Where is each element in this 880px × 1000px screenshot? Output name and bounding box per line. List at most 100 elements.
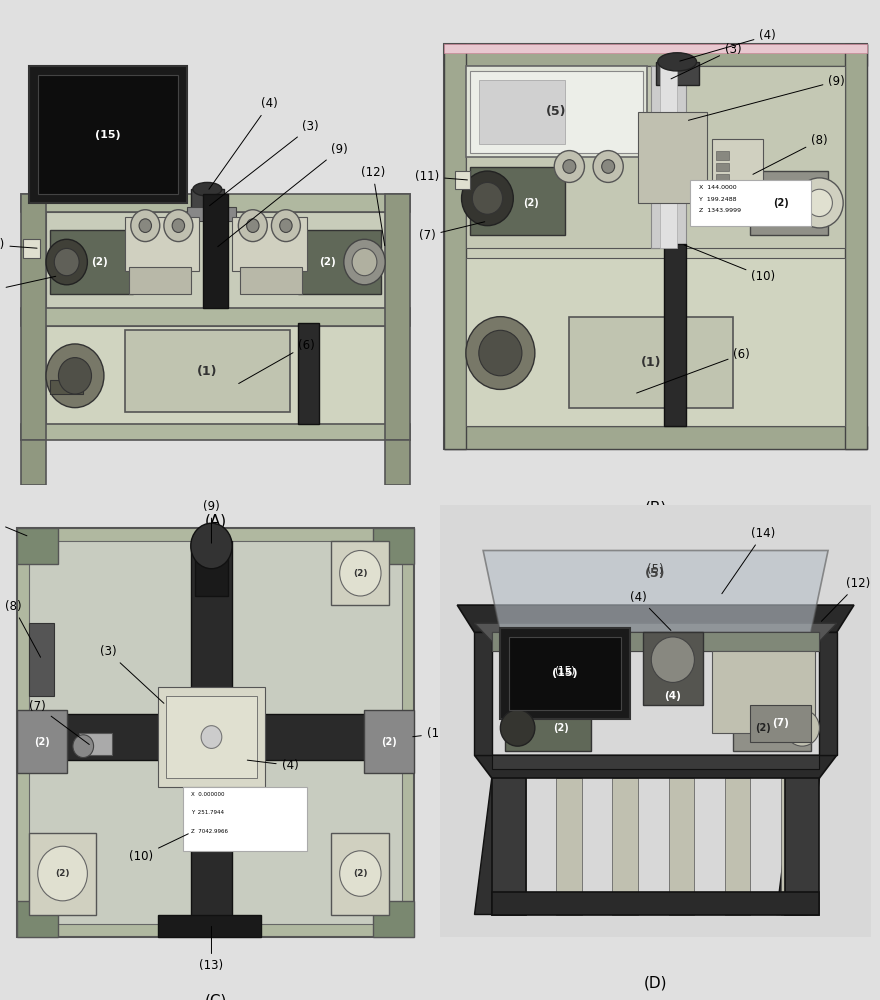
Circle shape [554, 151, 584, 182]
Text: (4): (4) [664, 691, 681, 701]
Text: (A): (A) [204, 514, 227, 529]
Text: (14): (14) [722, 527, 775, 594]
Text: (15): (15) [554, 665, 576, 675]
Text: Z  1343.9999: Z 1343.9999 [699, 208, 741, 213]
Text: (6): (6) [636, 348, 751, 393]
Circle shape [479, 330, 522, 376]
Bar [716, 151, 729, 160]
Bar [509, 637, 621, 710]
Bar [453, 53, 858, 440]
Text: (7): (7) [29, 700, 89, 744]
Bar [479, 80, 565, 144]
Bar [166, 696, 257, 778]
Text: (7): (7) [0, 276, 55, 297]
Bar [21, 194, 46, 440]
Bar [50, 230, 133, 294]
Bar [240, 267, 303, 294]
Circle shape [131, 210, 160, 242]
Bar [444, 426, 867, 449]
Text: (8): (8) [4, 600, 40, 657]
Text: (2): (2) [756, 723, 771, 733]
Circle shape [38, 846, 87, 901]
Circle shape [139, 219, 151, 232]
Text: (10): (10) [129, 834, 188, 863]
Bar [202, 727, 220, 747]
Text: (7): (7) [773, 718, 789, 728]
Bar [332, 833, 389, 914]
Bar [385, 194, 410, 440]
Bar [466, 257, 846, 426]
Text: (10): (10) [684, 245, 775, 283]
Bar [21, 424, 410, 440]
Bar [492, 892, 819, 914]
Bar [373, 528, 414, 564]
Text: (2): (2) [353, 569, 368, 578]
Bar [690, 180, 810, 226]
Text: X  144.0000: X 144.0000 [699, 185, 737, 190]
Bar [455, 171, 470, 189]
Text: (2): (2) [55, 869, 70, 878]
Text: (5): (5) [546, 105, 567, 118]
Bar [716, 186, 729, 194]
Text: (1): (1) [197, 365, 217, 378]
Circle shape [461, 171, 513, 226]
Circle shape [179, 701, 245, 773]
Text: (13): (13) [200, 926, 224, 972]
Text: (9): (9) [688, 75, 845, 120]
Circle shape [593, 151, 623, 182]
Text: (11): (11) [415, 170, 467, 183]
Circle shape [602, 160, 614, 173]
Polygon shape [492, 769, 526, 914]
Bar [158, 687, 265, 787]
Text: (4): (4) [630, 591, 671, 630]
Bar [187, 207, 236, 221]
Bar [21, 194, 410, 212]
Bar [656, 62, 699, 85]
Bar [612, 778, 638, 914]
Text: Y  199.2488: Y 199.2488 [699, 197, 737, 202]
Bar [202, 727, 220, 747]
Bar [17, 528, 58, 564]
Text: (11): (11) [413, 727, 451, 740]
Bar [569, 317, 733, 408]
Polygon shape [785, 769, 819, 914]
Text: (2): (2) [553, 723, 568, 733]
Polygon shape [492, 632, 819, 651]
Circle shape [651, 637, 694, 682]
Polygon shape [776, 778, 819, 914]
Bar [712, 139, 764, 221]
Bar [125, 330, 290, 412]
Circle shape [473, 182, 502, 214]
Bar [202, 727, 220, 747]
Bar [716, 174, 729, 182]
Text: (4): (4) [680, 29, 776, 61]
Polygon shape [458, 605, 854, 632]
Circle shape [46, 344, 104, 408]
Bar [30, 714, 401, 760]
Circle shape [58, 358, 92, 394]
Text: (9): (9) [203, 500, 220, 543]
Text: (2): (2) [319, 257, 335, 267]
Text: (2): (2) [381, 737, 397, 747]
Bar [158, 914, 261, 937]
Text: (3): (3) [671, 43, 742, 79]
Polygon shape [474, 623, 837, 642]
Bar [664, 244, 686, 426]
Circle shape [280, 219, 292, 232]
Text: (2): (2) [353, 869, 368, 878]
Text: (11): (11) [0, 238, 37, 251]
Bar [501, 778, 526, 914]
Circle shape [73, 735, 93, 758]
Circle shape [340, 851, 381, 896]
Circle shape [796, 178, 843, 228]
Text: (4): (4) [209, 97, 278, 189]
Bar [651, 66, 686, 248]
Text: (3): (3) [99, 645, 164, 703]
Circle shape [202, 726, 222, 748]
Ellipse shape [657, 53, 697, 71]
Bar [466, 66, 846, 248]
Text: X  0.000000: X 0.000000 [191, 792, 224, 797]
Bar [125, 217, 199, 271]
Text: (5): (5) [648, 563, 664, 576]
Bar [21, 308, 410, 326]
